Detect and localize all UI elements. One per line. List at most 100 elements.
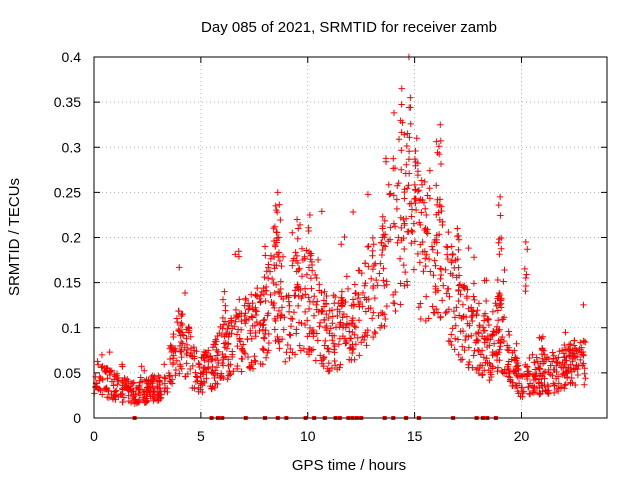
data-point xyxy=(487,371,495,378)
data-point xyxy=(417,300,424,307)
data-point xyxy=(352,324,360,331)
data-point xyxy=(241,312,248,320)
data-point xyxy=(309,326,317,334)
data-point xyxy=(408,239,415,247)
data-point xyxy=(542,388,550,395)
data-point xyxy=(276,345,283,352)
data-point xyxy=(381,231,389,238)
data-point xyxy=(275,336,283,343)
data-point xyxy=(339,332,347,340)
data-point xyxy=(555,354,562,361)
data-point xyxy=(149,383,156,390)
data-point xyxy=(470,254,478,261)
data-point xyxy=(187,349,195,357)
data-point xyxy=(407,94,414,101)
data-point xyxy=(451,346,458,353)
data-point xyxy=(581,381,588,388)
data-point xyxy=(257,299,264,306)
data-point xyxy=(323,310,330,318)
data-point xyxy=(303,247,310,254)
y-axis-title: SRMTID / TECUs xyxy=(6,178,23,296)
data-point xyxy=(135,389,142,397)
data-point xyxy=(291,292,298,300)
data-point xyxy=(499,316,507,323)
data-point xyxy=(485,321,493,329)
data-point xyxy=(125,397,133,405)
data-point xyxy=(456,281,464,288)
data-point xyxy=(164,385,171,392)
y-tick-label: 0.25 xyxy=(54,184,81,200)
data-point xyxy=(477,351,485,358)
data-point xyxy=(574,371,582,379)
data-point xyxy=(401,245,408,253)
data-point xyxy=(391,223,399,230)
data-point xyxy=(497,343,504,350)
data-point xyxy=(562,364,570,372)
data-point xyxy=(403,161,410,168)
data-point xyxy=(496,235,503,243)
data-point xyxy=(411,238,419,245)
data-point xyxy=(459,327,467,335)
data-point xyxy=(219,325,226,332)
data-point xyxy=(378,322,385,329)
data-point xyxy=(496,326,503,333)
data-point xyxy=(561,353,568,360)
data-point xyxy=(518,384,525,391)
data-point xyxy=(434,287,442,294)
data-point xyxy=(149,372,156,379)
data-point xyxy=(349,349,356,357)
data-point xyxy=(354,334,361,342)
data-point xyxy=(271,223,279,230)
data-point xyxy=(401,268,409,276)
data-point xyxy=(524,246,531,253)
data-point xyxy=(222,329,230,337)
data-point xyxy=(265,264,272,271)
data-point xyxy=(297,347,305,354)
data-point xyxy=(289,349,296,356)
data-point xyxy=(547,362,554,369)
data-point xyxy=(563,357,570,364)
data-point xyxy=(506,331,513,339)
data-point xyxy=(94,386,102,393)
data-point xyxy=(582,375,589,382)
data-point xyxy=(280,295,287,303)
data-point xyxy=(460,284,467,291)
data-point xyxy=(325,345,332,352)
data-point xyxy=(319,307,326,315)
data-point xyxy=(483,277,490,284)
data-point xyxy=(478,347,486,354)
data-point xyxy=(426,185,433,192)
data-point xyxy=(108,378,116,385)
data-point xyxy=(170,347,177,354)
data-point xyxy=(459,301,467,308)
x-tick-labels: 0 5 10 15 20 xyxy=(90,428,529,444)
data-point xyxy=(559,359,566,366)
data-point xyxy=(455,264,462,271)
data-point xyxy=(404,281,411,289)
data-point xyxy=(306,346,314,353)
data-point xyxy=(311,271,319,279)
data-point xyxy=(161,388,168,395)
data-point xyxy=(453,304,460,311)
data-point xyxy=(244,335,251,343)
data-point xyxy=(479,324,487,331)
data-point xyxy=(379,246,386,254)
data-point xyxy=(303,317,311,324)
data-point xyxy=(578,344,585,351)
data-point xyxy=(261,243,269,250)
data-point xyxy=(493,350,501,357)
data-point xyxy=(549,349,556,356)
data-point xyxy=(322,300,330,308)
data-point xyxy=(383,278,390,285)
data-point xyxy=(207,382,214,390)
data-point xyxy=(362,329,369,336)
data-point xyxy=(308,267,316,274)
data-point xyxy=(451,314,459,321)
data-point xyxy=(302,291,309,298)
data-point xyxy=(455,286,462,294)
data-point xyxy=(421,248,429,255)
data-point xyxy=(439,221,446,229)
y-tick-label: 0.35 xyxy=(54,94,81,110)
data-point xyxy=(437,313,444,320)
data-point xyxy=(172,372,179,379)
